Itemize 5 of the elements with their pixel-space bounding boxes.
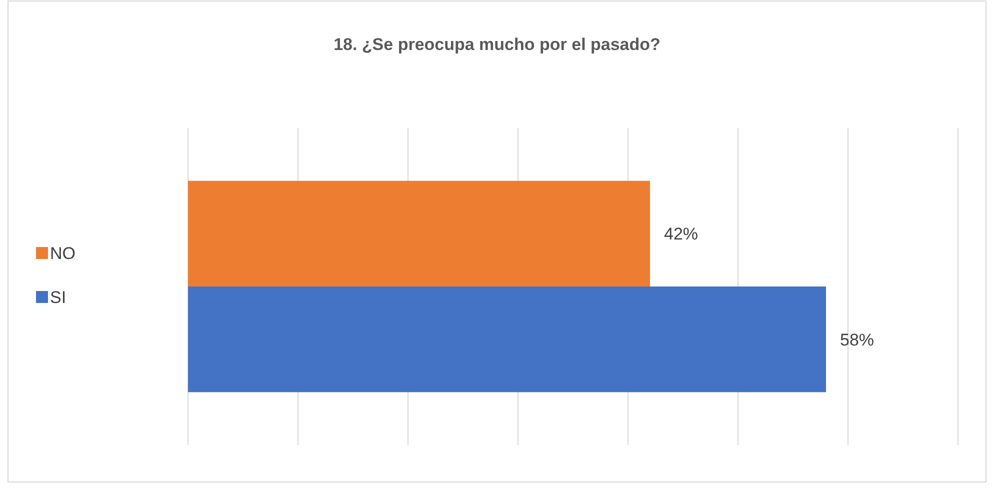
data-label: 58%: [840, 330, 874, 350]
data-label: 42%: [664, 224, 698, 244]
legend-label: NO: [50, 244, 76, 263]
chart-title: 18. ¿Se preocupa mucho por el pasado?: [334, 35, 660, 54]
legend-label: SI: [50, 288, 66, 307]
